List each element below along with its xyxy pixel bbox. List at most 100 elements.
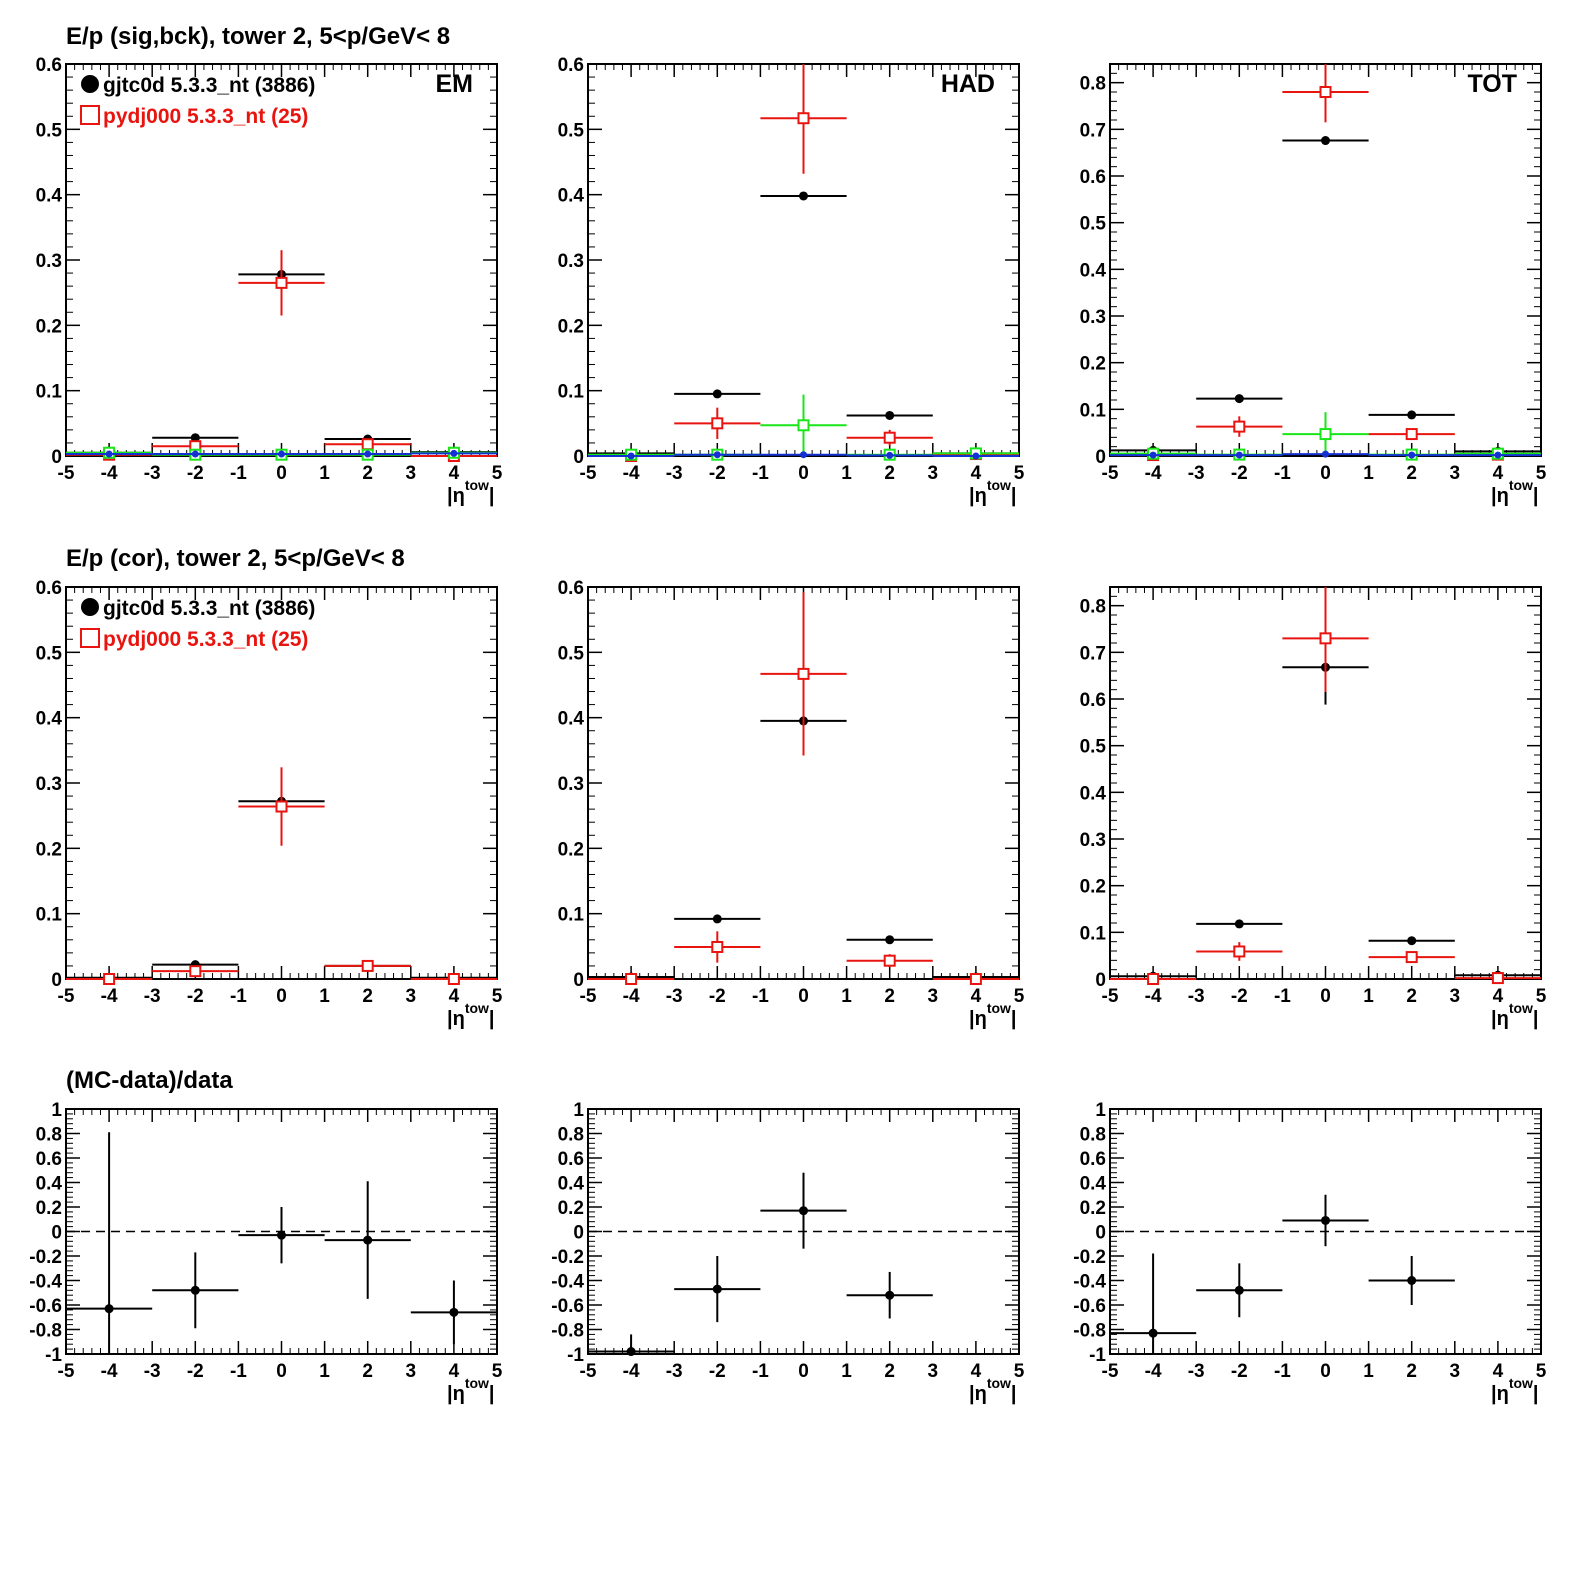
x-tick-label: -2 (187, 1361, 204, 1382)
data-point (712, 914, 722, 924)
x-axis-title-end: | (1533, 485, 1539, 507)
data-point (1149, 451, 1157, 459)
y-tick-label: 0.5 (558, 643, 585, 664)
x-tick-label: 2 (1406, 986, 1417, 1007)
plot-frame (1109, 63, 1542, 457)
series-mc (588, 592, 1019, 985)
x-axis-title-main: |η (447, 1383, 465, 1405)
row-title-top: E/p (sig,bck), tower 2, 5<p/GeV< 8 (66, 23, 450, 50)
y-tick-label: 0.1 (36, 382, 63, 403)
legend-marker-mc (80, 628, 100, 648)
y-tick-label: 0.2 (36, 1198, 62, 1219)
chart-panel-4: -5 -4 -3 -2 -1 0 1 2 3 4 5|ηtow|00.10.20.30.40.50.… (36, 578, 503, 1030)
data-point (191, 450, 199, 458)
x-axis-title-main: |η (1491, 485, 1509, 507)
y-tick-label: 0.4 (1080, 783, 1107, 804)
y-tick-label: 0 (51, 970, 62, 991)
data-point (1235, 451, 1243, 459)
x-tick-label: -3 (1188, 986, 1205, 1007)
x-tick-label: -5 (58, 463, 75, 484)
x-axis-title: |ηtow| (969, 1375, 1017, 1405)
data-point (627, 452, 635, 460)
data-point (1319, 86, 1332, 98)
y-tick-label: 0.2 (36, 316, 62, 337)
legend-marker-data (81, 75, 99, 93)
data-point (277, 1230, 286, 1240)
x-tick-label: 0 (798, 986, 809, 1007)
x-tick-label: 4 (971, 986, 982, 1007)
y-tick-label: 0.6 (1080, 1149, 1106, 1170)
y-tick-label: -1 (567, 1345, 584, 1366)
chart-panel-8: -5 -4 -3 -2 -1 0 1 2 3 4 5|ηtow|-1-0.8-0.6-0.4-0.2… (551, 1100, 1024, 1405)
y-tick-label: -0.8 (29, 1321, 62, 1342)
x-axis-title-main: |η (447, 485, 465, 507)
y-tick-label: 1 (573, 1100, 584, 1121)
x-tick-label: -4 (101, 463, 118, 484)
x-tick-label: 3 (1450, 986, 1461, 1007)
legend-marker-mc (80, 105, 100, 125)
data-point (363, 1235, 373, 1245)
x-tick-label: -2 (187, 986, 204, 1007)
x-tick-label: -2 (1231, 986, 1248, 1007)
y-tick-label: 1 (51, 1100, 62, 1121)
y-tick-label: 0.8 (1080, 74, 1106, 95)
x-tick-label: 0 (1320, 463, 1331, 484)
y-tick-label: 0.6 (36, 578, 62, 599)
y-tick-label: 0.8 (1080, 597, 1106, 618)
x-axis-title: |ηtow| (969, 477, 1017, 507)
x-tick-label: 2 (362, 1361, 373, 1382)
y-tick-label: 0.4 (558, 1174, 585, 1195)
x-axis-title-end: | (489, 1008, 495, 1030)
y-tick-label: 0.2 (1080, 1198, 1106, 1219)
x-axis-title: |ηtow| (447, 1000, 495, 1030)
x-tick-label: 5 (492, 463, 503, 484)
y-tick-label: -0.6 (29, 1296, 62, 1317)
x-tick-label: 2 (884, 986, 895, 1007)
x-tick-label: 1 (1363, 463, 1374, 484)
data-point (1319, 632, 1332, 645)
x-tick-label: 1 (841, 1361, 852, 1382)
y-tick-label: -0.2 (551, 1247, 584, 1268)
data-point (799, 1206, 808, 1216)
x-tick-label: 0 (276, 986, 287, 1007)
legend-label-data: gjtc0d 5.3.3_nt (3886) (103, 74, 315, 97)
x-tick-label: -1 (752, 1361, 769, 1382)
y-tick-label: 0.4 (558, 186, 585, 207)
x-tick-label: -4 (1145, 986, 1162, 1007)
x-tick-label: 3 (406, 986, 417, 1007)
x-tick-label: -1 (752, 463, 769, 484)
y-tick-label: 0.5 (558, 120, 585, 141)
x-tick-label: -1 (230, 463, 247, 484)
x-tick-label: 2 (362, 463, 373, 484)
y-tick-label: 0.1 (1080, 923, 1107, 944)
y-tick-label: 1 (1095, 1100, 1106, 1121)
y-tick-label: -0.6 (1073, 1296, 1106, 1317)
row-title-middle: E/p (cor), tower 2, 5<p/GeV< 8 (66, 545, 405, 572)
series-data (588, 1172, 933, 1357)
data-point (1233, 945, 1246, 958)
y-tick-label: 0.6 (36, 55, 62, 76)
y-tick-label: 0.1 (558, 382, 585, 403)
x-axis-title: |ηtow| (1491, 1375, 1539, 1405)
data-point (364, 450, 372, 458)
panel-label: TOT (1467, 70, 1517, 98)
data-point (1407, 410, 1417, 420)
series-blue (66, 449, 497, 458)
y-tick-label: -1 (1089, 1345, 1106, 1366)
series-mc (66, 767, 497, 985)
x-tick-label: -2 (1231, 1361, 1248, 1382)
x-tick-label: 3 (1450, 1361, 1461, 1382)
series-mc (1110, 64, 1541, 462)
data-point (799, 191, 808, 201)
x-axis-title-end: | (1533, 1008, 1539, 1030)
data-point (797, 419, 810, 432)
data-point (883, 954, 896, 967)
y-tick-label: -0.2 (1073, 1247, 1106, 1268)
x-axis-title-superscript: tow (1509, 1375, 1533, 1391)
x-tick-label: -1 (1274, 463, 1291, 484)
x-tick-label: 2 (884, 463, 895, 484)
data-point (190, 433, 200, 443)
x-tick-label: 2 (1406, 463, 1417, 484)
y-tick-label: -0.4 (29, 1272, 62, 1293)
